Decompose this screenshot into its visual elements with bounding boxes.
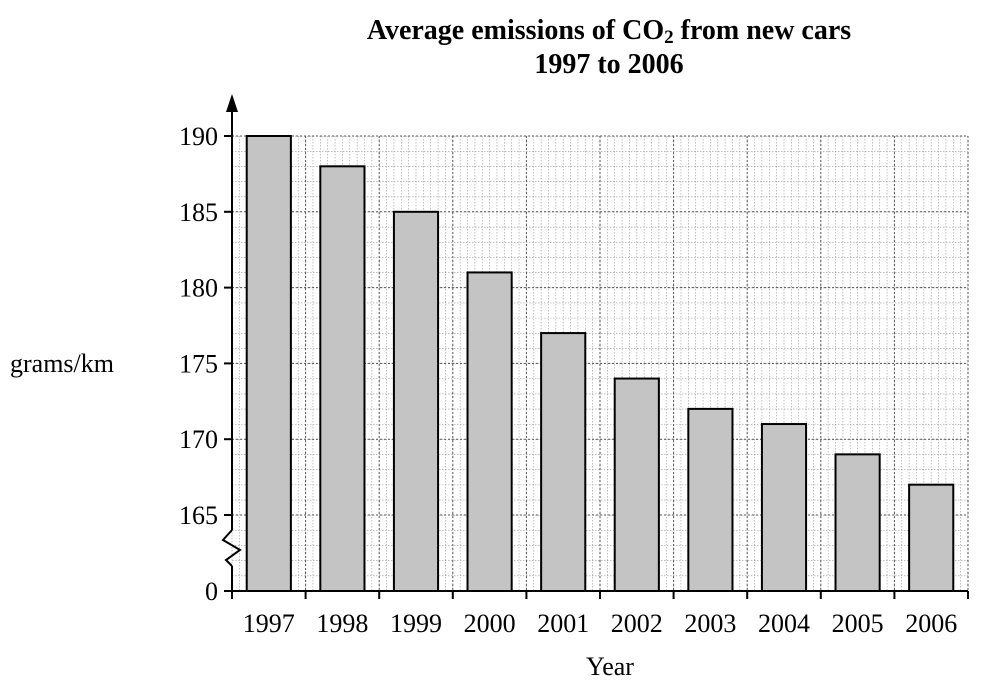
- y-axis-break: [221, 529, 242, 567]
- x-tick-label-2001: 2001: [537, 609, 589, 638]
- chart-title-post: from new cars: [673, 15, 852, 46]
- x-tick-label-2006: 2006: [905, 609, 957, 638]
- bar-2003: [687, 407, 734, 592]
- x-tick-label-2002: 2002: [611, 609, 663, 638]
- chart-subtitle: 1997 to 2006: [534, 49, 684, 80]
- x-tick-label-1999: 1999: [390, 609, 442, 638]
- bar-1999: [392, 210, 440, 593]
- y-axis-label: grams/km: [10, 349, 114, 378]
- bar-2002: [613, 377, 660, 592]
- y-tick-labels: 165 170 175 180 185 190 0: [179, 122, 232, 606]
- x-axis-label: Year: [586, 652, 634, 681]
- x-tick-label-2003: 2003: [684, 609, 736, 638]
- x-tick-label-2005: 2005: [832, 609, 884, 638]
- y-axis-arrowhead: [226, 94, 238, 112]
- bar-2004: [760, 423, 808, 593]
- y-tick-label-165: 165: [179, 501, 218, 530]
- chart-title-pre: Average emissions of CO: [366, 15, 665, 46]
- bar-2005: [834, 453, 881, 592]
- y-tick-label-175: 175: [179, 349, 218, 378]
- bar-2000: [466, 271, 513, 592]
- bar-1998: [319, 165, 366, 592]
- y-tick-label-190: 190: [179, 122, 218, 151]
- bar-2001: [540, 332, 587, 592]
- bars: [245, 135, 955, 593]
- x-tick-label-1997: 1997: [243, 609, 295, 638]
- x-tick-labels: 1997 1998 1999 2000 2001 2002 2003 2004 2005 2006: [231, 591, 969, 638]
- chart-title-subscript: 2: [664, 27, 674, 48]
- bar-2006: [908, 483, 955, 592]
- x-tick-label-1998: 1998: [316, 609, 368, 638]
- x-tick-label-2000: 2000: [464, 609, 516, 638]
- y-tick-label-185: 185: [179, 198, 218, 227]
- chart-title: Average emissions of CO2 from new cars 1…: [230, 14, 988, 82]
- y-tick-label-170: 170: [179, 425, 218, 454]
- y-tick-label-180: 180: [179, 274, 218, 303]
- x-tick-label-2004: 2004: [758, 609, 810, 638]
- y-tick-label-zero: 0: [205, 577, 218, 606]
- bar-1997: [245, 135, 292, 592]
